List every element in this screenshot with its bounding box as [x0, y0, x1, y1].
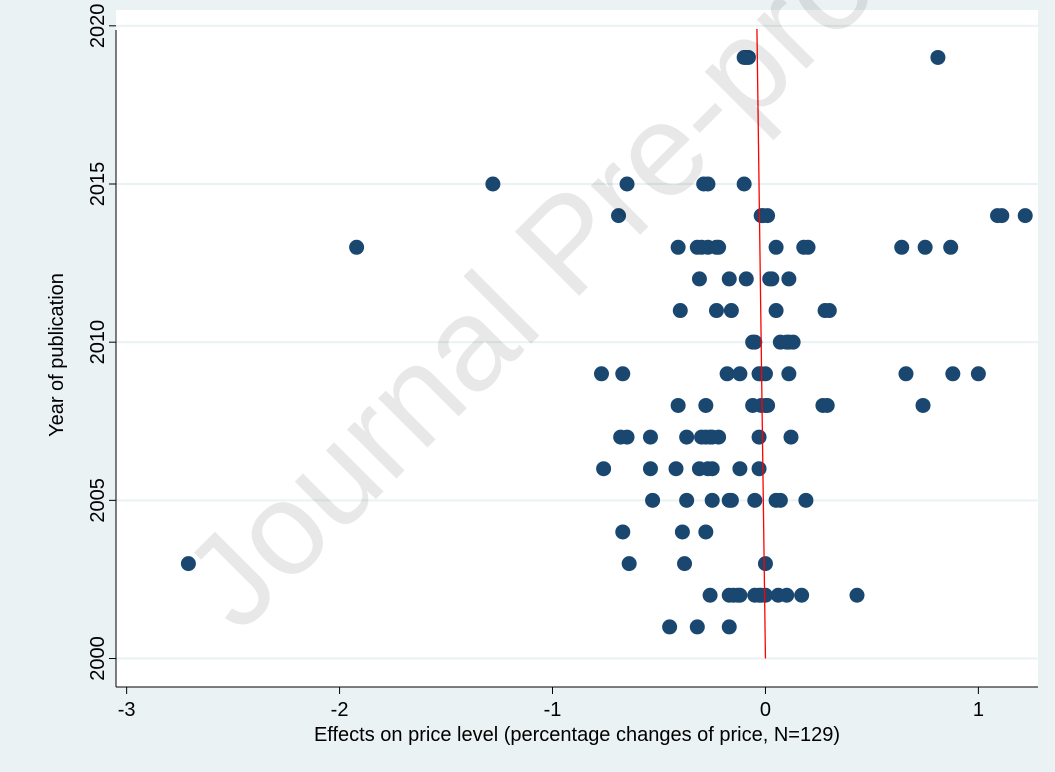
data-point	[642, 461, 658, 477]
data-point	[711, 429, 727, 445]
x-axis-title: Effects on price level (percentage chang…	[314, 724, 840, 746]
y-tick-label: 2005	[87, 478, 109, 523]
y-tick-label: 2010	[87, 320, 109, 365]
data-point	[615, 366, 631, 382]
data-point	[768, 239, 784, 255]
data-point	[747, 334, 763, 350]
x-tick-label: -3	[118, 699, 136, 721]
data-point	[721, 619, 737, 635]
axes: 2000 2005 2010 2015 2020 -3 -2 -1 0 1	[87, 4, 1038, 721]
data-point	[768, 303, 784, 319]
data-point	[702, 587, 718, 603]
data-point	[611, 208, 627, 224]
data-point	[757, 556, 773, 572]
data-point	[994, 208, 1010, 224]
data-point	[736, 176, 752, 192]
gridlines	[116, 24, 1038, 660]
data-point	[723, 303, 739, 319]
data-point	[677, 556, 693, 572]
data-point	[732, 366, 748, 382]
plot-area	[116, 10, 1038, 687]
data-point	[760, 208, 776, 224]
data-point	[915, 397, 931, 413]
y-tick-label: 2000	[87, 636, 109, 681]
data-point	[781, 271, 797, 287]
data-point	[779, 587, 795, 603]
data-point	[819, 397, 835, 413]
data-point	[849, 587, 865, 603]
data-point	[723, 492, 739, 508]
data-point	[662, 619, 678, 635]
data-point	[732, 461, 748, 477]
data-point	[930, 49, 946, 65]
x-tick-label: -2	[331, 699, 349, 721]
data-point	[970, 366, 986, 382]
data-point	[898, 366, 914, 382]
data-point	[704, 492, 720, 508]
data-point	[485, 176, 501, 192]
data-point	[349, 239, 365, 255]
data-point	[943, 239, 959, 255]
data-point	[670, 397, 686, 413]
data-point	[674, 524, 690, 540]
data-point	[596, 461, 612, 477]
data-point	[615, 524, 631, 540]
data-point	[180, 556, 196, 572]
data-point	[679, 492, 695, 508]
data-point	[719, 366, 735, 382]
y-tick-label: 2020	[87, 4, 109, 49]
data-points	[180, 49, 1033, 635]
data-point	[645, 492, 661, 508]
data-point	[751, 429, 767, 445]
data-point	[945, 366, 961, 382]
data-point	[800, 239, 816, 255]
data-point	[721, 271, 737, 287]
trend-line	[756, 28, 767, 659]
data-point	[670, 239, 686, 255]
y-axis-title: Year of publication	[46, 273, 68, 437]
data-point	[751, 461, 767, 477]
data-point	[821, 303, 837, 319]
data-point	[708, 303, 724, 319]
data-point	[619, 176, 635, 192]
data-point	[711, 239, 727, 255]
trend-line-layer	[756, 28, 767, 659]
data-point	[772, 492, 788, 508]
data-point	[672, 303, 688, 319]
data-point	[689, 619, 705, 635]
data-point	[619, 429, 635, 445]
data-point	[668, 461, 684, 477]
data-point	[760, 397, 776, 413]
data-point	[747, 492, 763, 508]
data-point	[698, 397, 714, 413]
x-tick-label: 1	[973, 699, 984, 721]
data-point	[794, 587, 810, 603]
data-point	[738, 271, 754, 287]
data-point	[691, 271, 707, 287]
data-point	[732, 587, 748, 603]
x-tick-label: -1	[544, 699, 562, 721]
data-point	[642, 429, 658, 445]
data-point	[700, 176, 716, 192]
data-point	[593, 366, 609, 382]
data-point	[698, 524, 714, 540]
x-tick-label: 0	[760, 699, 771, 721]
data-point	[704, 461, 720, 477]
data-point	[740, 49, 756, 65]
data-point	[917, 239, 933, 255]
data-point	[621, 556, 637, 572]
data-point	[781, 366, 797, 382]
data-point	[764, 271, 780, 287]
data-point	[679, 429, 695, 445]
data-point	[1017, 208, 1033, 224]
data-point	[757, 366, 773, 382]
data-point	[757, 587, 773, 603]
data-point	[894, 239, 910, 255]
y-tick-label: 2015	[87, 162, 109, 207]
data-point	[798, 492, 814, 508]
data-point	[783, 429, 799, 445]
data-point	[785, 334, 801, 350]
